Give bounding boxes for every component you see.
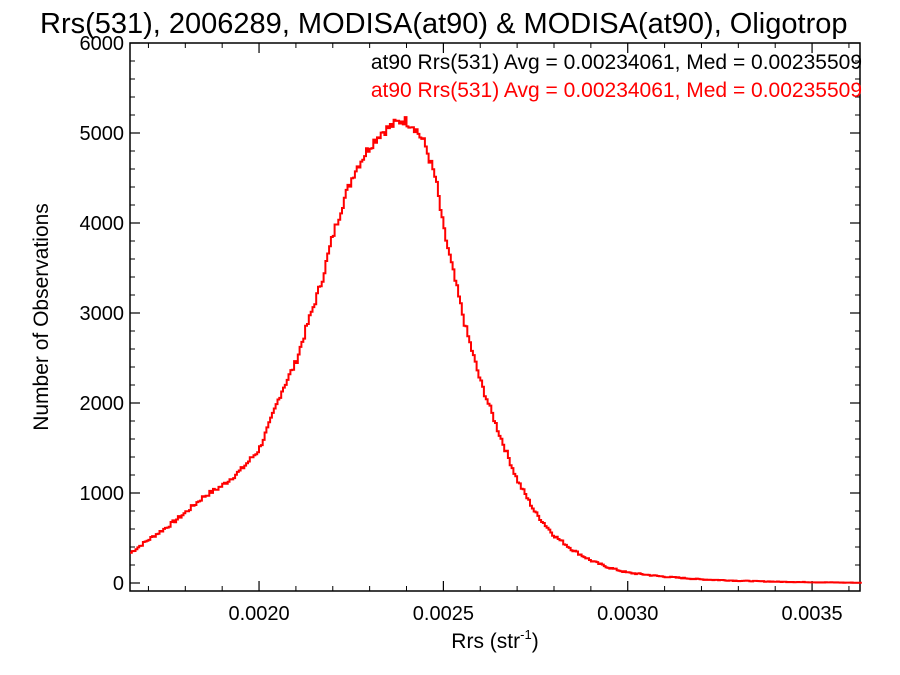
x-tick-label: 0.0020 (228, 603, 289, 625)
plot-frame (129, 42, 861, 592)
y-tick-label: 6000 (80, 33, 125, 55)
histogram-series-line (130, 116, 862, 584)
legend-entry-red: at90 Rrs(531) Avg = 0.00234061, Med = 0.… (371, 79, 862, 102)
x-axis-label-main: Rrs (str (451, 630, 520, 653)
y-tick-label: 2000 (80, 393, 125, 415)
y-tick-label: 1000 (80, 483, 125, 505)
y-axis-label: Number of Observations (30, 203, 53, 431)
chart-title: Rrs(531), 2006289, MODISA(at90) & MODISA… (40, 8, 847, 40)
x-axis-label-suffix: ) (532, 630, 539, 653)
x-tick-label: 0.0025 (413, 603, 474, 625)
x-axis-label-superscript: -1 (520, 627, 532, 642)
y-tick-label: 4000 (80, 213, 125, 235)
y-ticks: 0 1000 2000 3000 4000 5000 6000 (80, 33, 860, 595)
y-tick-label: 0 (113, 573, 124, 595)
y-tick-label: 5000 (80, 123, 125, 145)
x-ticks: 0.0020 0.0025 0.0030 0.0035 (147, 43, 850, 625)
y-tick-label: 3000 (80, 303, 125, 325)
legend-entry-black: at90 Rrs(531) Avg = 0.00234061, Med = 0.… (371, 51, 862, 74)
x-tick-label: 0.0030 (597, 603, 658, 625)
x-axis-label: Rrs (str-1) (451, 627, 538, 653)
x-tick-label: 0.0035 (781, 603, 842, 625)
